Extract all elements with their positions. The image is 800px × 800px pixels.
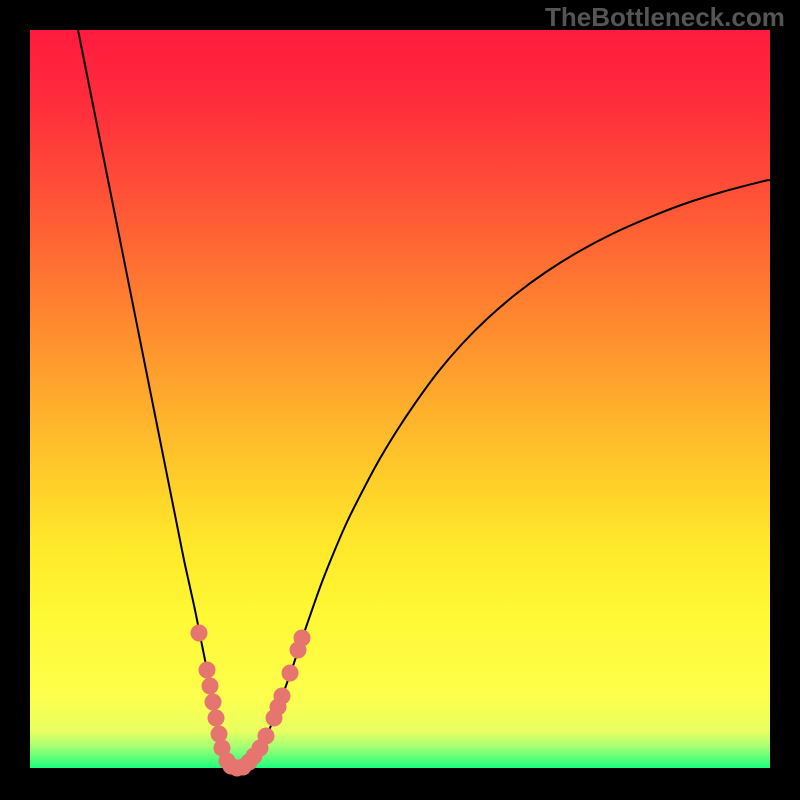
data-marker [294, 630, 311, 647]
watermark-text: TheBottleneck.com [545, 2, 785, 33]
data-marker [208, 710, 225, 727]
data-marker [211, 726, 228, 743]
data-marker [191, 625, 208, 642]
data-marker [258, 728, 275, 745]
data-marker [199, 662, 216, 679]
data-marker [205, 694, 222, 711]
bottleneck-curve [78, 30, 770, 768]
chart-svg [0, 0, 800, 800]
data-marker [202, 678, 219, 695]
chart-container: TheBottleneck.com [0, 0, 800, 800]
data-marker [274, 688, 291, 705]
data-marker [282, 665, 299, 682]
